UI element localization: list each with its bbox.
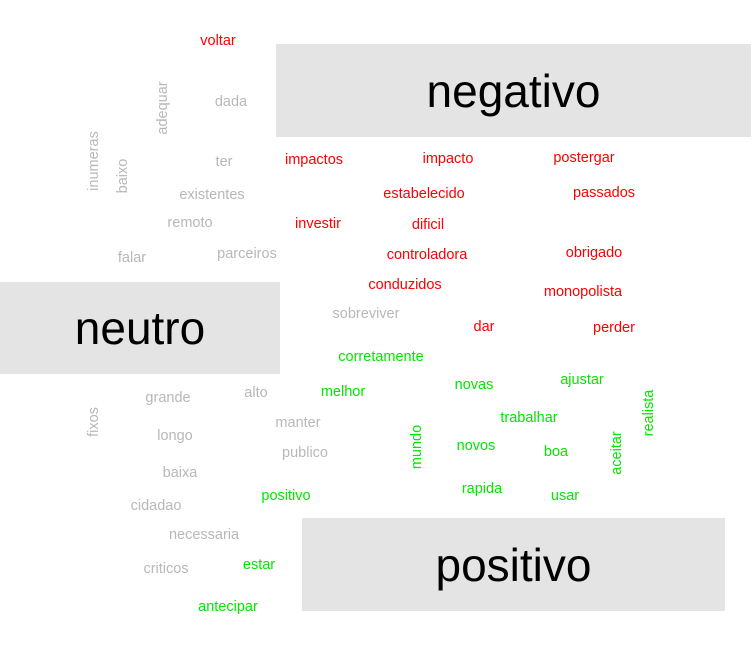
word-positivo: melhor	[320, 383, 366, 400]
word-neutro: criticos	[143, 560, 189, 577]
word-positivo: realista	[640, 389, 657, 437]
word-negativo: dar	[473, 318, 495, 335]
word-negativo: obrigado	[565, 244, 623, 261]
word-positivo: estar	[242, 556, 276, 573]
negativo-header: negativo	[426, 64, 601, 117]
word-negativo: postergar	[553, 149, 615, 166]
word-neutro: cidadao	[130, 497, 182, 514]
word-neutro: inumeras	[85, 131, 102, 191]
word-negativo: investir	[295, 215, 341, 232]
word-positivo: novas	[454, 376, 494, 393]
word-positivo: corretamente	[338, 348, 424, 365]
word-negativo: estabelecido	[383, 185, 465, 202]
word-negativo: voltar	[200, 32, 236, 49]
positivo-header-panel: positivo	[302, 518, 725, 611]
word-negativo: passados	[572, 184, 636, 201]
negativo-header-panel: negativo	[276, 44, 751, 137]
word-neutro: existentes	[179, 186, 245, 203]
word-neutro: longo	[157, 427, 193, 444]
word-neutro: remoto	[167, 214, 213, 231]
word-neutro: baixo	[114, 158, 131, 194]
word-neutro: publico	[282, 444, 328, 461]
word-neutro: falar	[117, 249, 147, 266]
neutro-header: neutro	[74, 302, 206, 354]
word-positivo: rapida	[461, 480, 503, 497]
word-positivo: usar	[550, 487, 580, 504]
word-neutro: necessaria	[168, 526, 240, 543]
word-negativo: perder	[593, 319, 635, 336]
word-neutro: fixos	[85, 407, 102, 437]
word-neutro: grande	[145, 389, 191, 406]
word-negativo: monopolista	[543, 283, 623, 300]
word-positivo: aceitar	[608, 431, 625, 475]
word-negativo: dificil	[411, 216, 445, 233]
word-positivo: antecipar	[198, 598, 258, 615]
word-neutro: ter	[215, 153, 233, 170]
word-neutro: sobreviver	[332, 305, 400, 322]
word-neutro: parceiros	[217, 245, 277, 262]
word-negativo: impacto	[422, 150, 474, 167]
word-positivo: mundo	[408, 424, 425, 470]
word-positivo: trabalhar	[500, 409, 558, 426]
word-positivo: boa	[543, 443, 569, 460]
word-positivo: novos	[456, 437, 496, 454]
word-negativo: conduzidos	[368, 276, 442, 293]
positivo-header: positivo	[435, 538, 592, 591]
word-positivo: ajustar	[560, 371, 604, 388]
word-negativo: impactos	[284, 151, 344, 168]
neutro-header-panel: neutro	[0, 282, 280, 374]
word-neutro: adequar	[154, 81, 171, 135]
word-neutro: manter	[275, 414, 321, 431]
word-negativo: controladora	[386, 246, 468, 263]
word-neutro: dada	[214, 93, 248, 110]
word-positivo: positivo	[261, 487, 311, 504]
word-neutro: baixa	[162, 464, 198, 481]
word-neutro: alto	[244, 384, 268, 401]
